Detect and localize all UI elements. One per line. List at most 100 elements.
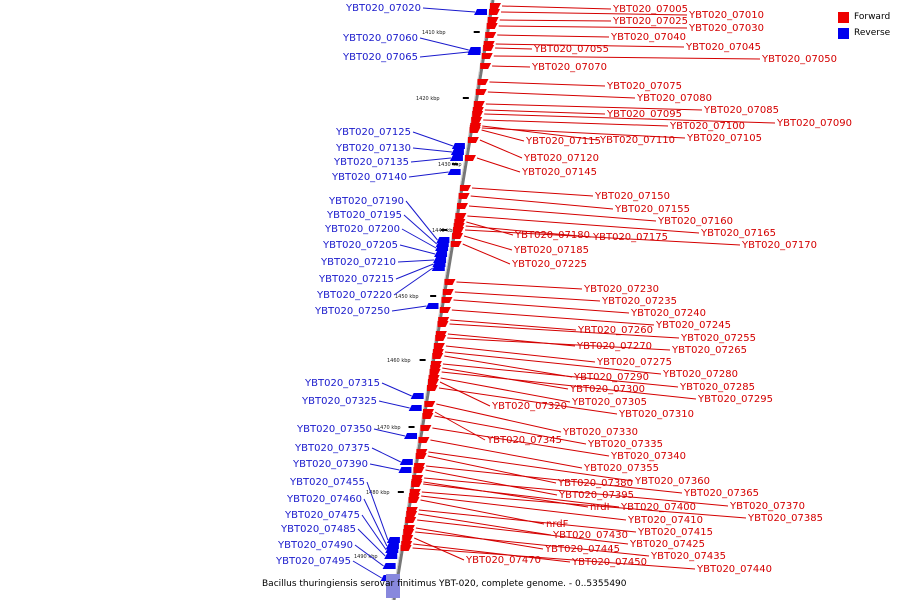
forward-gene-label[interactable]: YBT020_07425 bbox=[629, 539, 705, 550]
forward-gene-label[interactable]: YBT020_07080 bbox=[636, 93, 712, 104]
forward-gene-leader bbox=[421, 491, 747, 519]
forward-gene-label[interactable]: YBT020_07440 bbox=[696, 564, 772, 575]
reverse-gene-label[interactable]: YBT020_07350 bbox=[296, 424, 372, 435]
forward-gene-label[interactable]: YBT020_07470 bbox=[465, 555, 541, 566]
reverse-gene-label[interactable]: YBT020_07325 bbox=[301, 396, 377, 407]
reverse-gene-label[interactable]: YBT020_07060 bbox=[342, 33, 418, 44]
reverse-gene-label[interactable]: YBT020_07200 bbox=[324, 224, 400, 235]
forward-gene-label[interactable]: YBT020_07285 bbox=[679, 382, 755, 393]
forward-gene-label[interactable]: YBT020_07230 bbox=[583, 284, 659, 295]
forward-gene-label[interactable]: nrdF bbox=[546, 519, 569, 530]
forward-gene-label[interactable]: YBT020_07360 bbox=[634, 476, 710, 487]
forward-gene-label[interactable]: YBT020_07110 bbox=[599, 135, 675, 146]
forward-gene-label[interactable]: YBT020_07400 bbox=[620, 502, 696, 513]
forward-gene-label[interactable]: YBT020_07245 bbox=[655, 320, 731, 331]
forward-gene-label[interactable]: YBT020_07240 bbox=[630, 308, 706, 319]
forward-gene-label[interactable]: YBT020_07275 bbox=[596, 357, 672, 368]
forward-gene-label[interactable]: nrdI bbox=[590, 502, 610, 513]
forward-gene-label[interactable]: YBT020_07085 bbox=[703, 105, 779, 116]
reverse-gene-label[interactable]: YBT020_07020 bbox=[345, 3, 421, 14]
forward-gene-label[interactable]: YBT020_07265 bbox=[671, 345, 747, 356]
reverse-gene-label[interactable]: YBT020_07140 bbox=[331, 172, 407, 183]
reverse-gene-label[interactable]: YBT020_07315 bbox=[304, 378, 380, 389]
forward-gene-feature bbox=[422, 413, 434, 419]
forward-gene-label[interactable]: YBT020_07385 bbox=[747, 513, 823, 524]
reverse-gene-label[interactable]: YBT020_07220 bbox=[316, 290, 392, 301]
forward-gene-label[interactable]: YBT020_07100 bbox=[669, 121, 745, 132]
forward-gene-label[interactable]: YBT020_07150 bbox=[594, 191, 670, 202]
forward-gene-label[interactable]: YBT020_07255 bbox=[680, 333, 756, 344]
forward-gene-label[interactable]: YBT020_07415 bbox=[637, 527, 713, 538]
forward-gene-label[interactable]: YBT020_07295 bbox=[697, 394, 773, 405]
reverse-gene-label[interactable]: YBT020_07215 bbox=[318, 274, 394, 285]
forward-gene-label[interactable]: YBT020_07310 bbox=[618, 409, 694, 420]
forward-gene-label[interactable]: YBT020_07145 bbox=[521, 167, 597, 178]
forward-gene-label[interactable]: YBT020_07235 bbox=[601, 296, 677, 307]
reverse-gene-label[interactable]: YBT020_07375 bbox=[294, 443, 370, 454]
reverse-gene-label[interactable]: YBT020_07125 bbox=[335, 127, 411, 138]
forward-gene-leader bbox=[414, 537, 465, 561]
forward-gene-label[interactable]: YBT020_07225 bbox=[511, 259, 587, 270]
forward-gene-label[interactable]: YBT020_07445 bbox=[544, 544, 620, 555]
forward-gene-label[interactable]: YBT020_07180 bbox=[514, 230, 590, 241]
forward-gene-label[interactable]: YBT020_07290 bbox=[573, 372, 649, 383]
forward-gene-label[interactable]: YBT020_07260 bbox=[577, 325, 653, 336]
reverse-gene-label[interactable]: YBT020_07390 bbox=[292, 459, 368, 470]
forward-gene-label[interactable]: YBT020_07185 bbox=[513, 245, 589, 256]
reverse-gene-label[interactable]: YBT020_07495 bbox=[275, 556, 351, 567]
forward-gene-label[interactable]: YBT020_07370 bbox=[729, 501, 805, 512]
reverse-gene-label[interactable]: YBT020_07205 bbox=[322, 240, 398, 251]
forward-gene-label[interactable]: YBT020_07355 bbox=[583, 463, 659, 474]
forward-gene-label[interactable]: YBT020_07450 bbox=[571, 557, 647, 568]
forward-gene-label[interactable]: YBT020_07430 bbox=[552, 530, 628, 541]
reverse-gene-label[interactable]: YBT020_07455 bbox=[289, 477, 365, 488]
forward-gene-label[interactable]: YBT020_07055 bbox=[533, 44, 609, 55]
forward-gene-label[interactable]: YBT020_07320 bbox=[491, 401, 567, 412]
forward-gene-label[interactable]: YBT020_07280 bbox=[662, 369, 738, 380]
reverse-gene-label[interactable]: YBT020_07190 bbox=[328, 196, 404, 207]
forward-gene-label[interactable]: YBT020_07175 bbox=[592, 232, 668, 243]
forward-gene-label[interactable]: YBT020_07335 bbox=[587, 439, 663, 450]
forward-gene-label[interactable]: YBT020_07435 bbox=[650, 551, 726, 562]
reverse-gene-label[interactable]: YBT020_07460 bbox=[286, 494, 362, 505]
forward-gene-label[interactable]: YBT020_07165 bbox=[700, 228, 776, 239]
reverse-gene-label[interactable]: YBT020_07475 bbox=[284, 510, 360, 521]
forward-gene-label[interactable]: YBT020_07010 bbox=[688, 10, 764, 21]
forward-gene-label[interactable]: YBT020_07395 bbox=[558, 490, 634, 501]
forward-gene-label[interactable]: YBT020_07410 bbox=[627, 515, 703, 526]
forward-gene-label[interactable]: YBT020_07025 bbox=[612, 16, 688, 27]
reverse-gene-label[interactable]: YBT020_07210 bbox=[320, 257, 396, 268]
forward-gene-label[interactable]: YBT020_07070 bbox=[531, 62, 607, 73]
forward-gene-label[interactable]: YBT020_07050 bbox=[761, 54, 837, 65]
forward-gene-label[interactable]: YBT020_07120 bbox=[523, 153, 599, 164]
reverse-gene-leader bbox=[412, 147, 452, 153]
forward-gene-label[interactable]: YBT020_07380 bbox=[557, 478, 633, 489]
forward-gene-label[interactable]: YBT020_07160 bbox=[657, 216, 733, 227]
reverse-gene-leader bbox=[366, 481, 389, 541]
forward-gene-label[interactable]: YBT020_07095 bbox=[606, 109, 682, 120]
forward-gene-label[interactable]: YBT020_07270 bbox=[576, 341, 652, 352]
forward-gene-label[interactable]: YBT020_07300 bbox=[569, 384, 645, 395]
forward-gene-label[interactable]: YBT020_07365 bbox=[683, 488, 759, 499]
forward-gene-label[interactable]: YBT020_07090 bbox=[776, 118, 852, 129]
forward-gene-label[interactable]: YBT020_07170 bbox=[741, 240, 817, 251]
reverse-gene-label[interactable]: YBT020_07485 bbox=[280, 524, 356, 535]
reverse-gene-label[interactable]: YBT020_07135 bbox=[333, 157, 409, 168]
forward-gene-label[interactable]: YBT020_07305 bbox=[571, 397, 647, 408]
reverse-gene-label[interactable]: YBT020_07065 bbox=[342, 52, 418, 63]
forward-gene-label[interactable]: YBT020_07105 bbox=[686, 133, 762, 144]
reverse-gene-label[interactable]: YBT020_07130 bbox=[335, 143, 411, 154]
reverse-gene-label[interactable]: YBT020_07195 bbox=[326, 210, 402, 221]
forward-gene-label[interactable]: YBT020_07345 bbox=[486, 435, 562, 446]
forward-gene-label[interactable]: YBT020_07340 bbox=[610, 451, 686, 462]
forward-gene-label[interactable]: YBT020_07330 bbox=[562, 427, 638, 438]
forward-gene-label[interactable]: YBT020_07005 bbox=[612, 4, 688, 15]
forward-gene-label[interactable]: YBT020_07155 bbox=[614, 204, 690, 215]
forward-gene-label[interactable]: YBT020_07075 bbox=[606, 81, 682, 92]
forward-gene-label[interactable]: YBT020_07030 bbox=[688, 23, 764, 34]
forward-gene-label[interactable]: YBT020_07040 bbox=[610, 32, 686, 43]
reverse-gene-label[interactable]: YBT020_07490 bbox=[277, 540, 353, 551]
reverse-gene-label[interactable]: YBT020_07250 bbox=[314, 306, 390, 317]
forward-gene-label[interactable]: YBT020_07045 bbox=[685, 42, 761, 53]
forward-gene-label[interactable]: YBT020_07115 bbox=[525, 136, 601, 147]
